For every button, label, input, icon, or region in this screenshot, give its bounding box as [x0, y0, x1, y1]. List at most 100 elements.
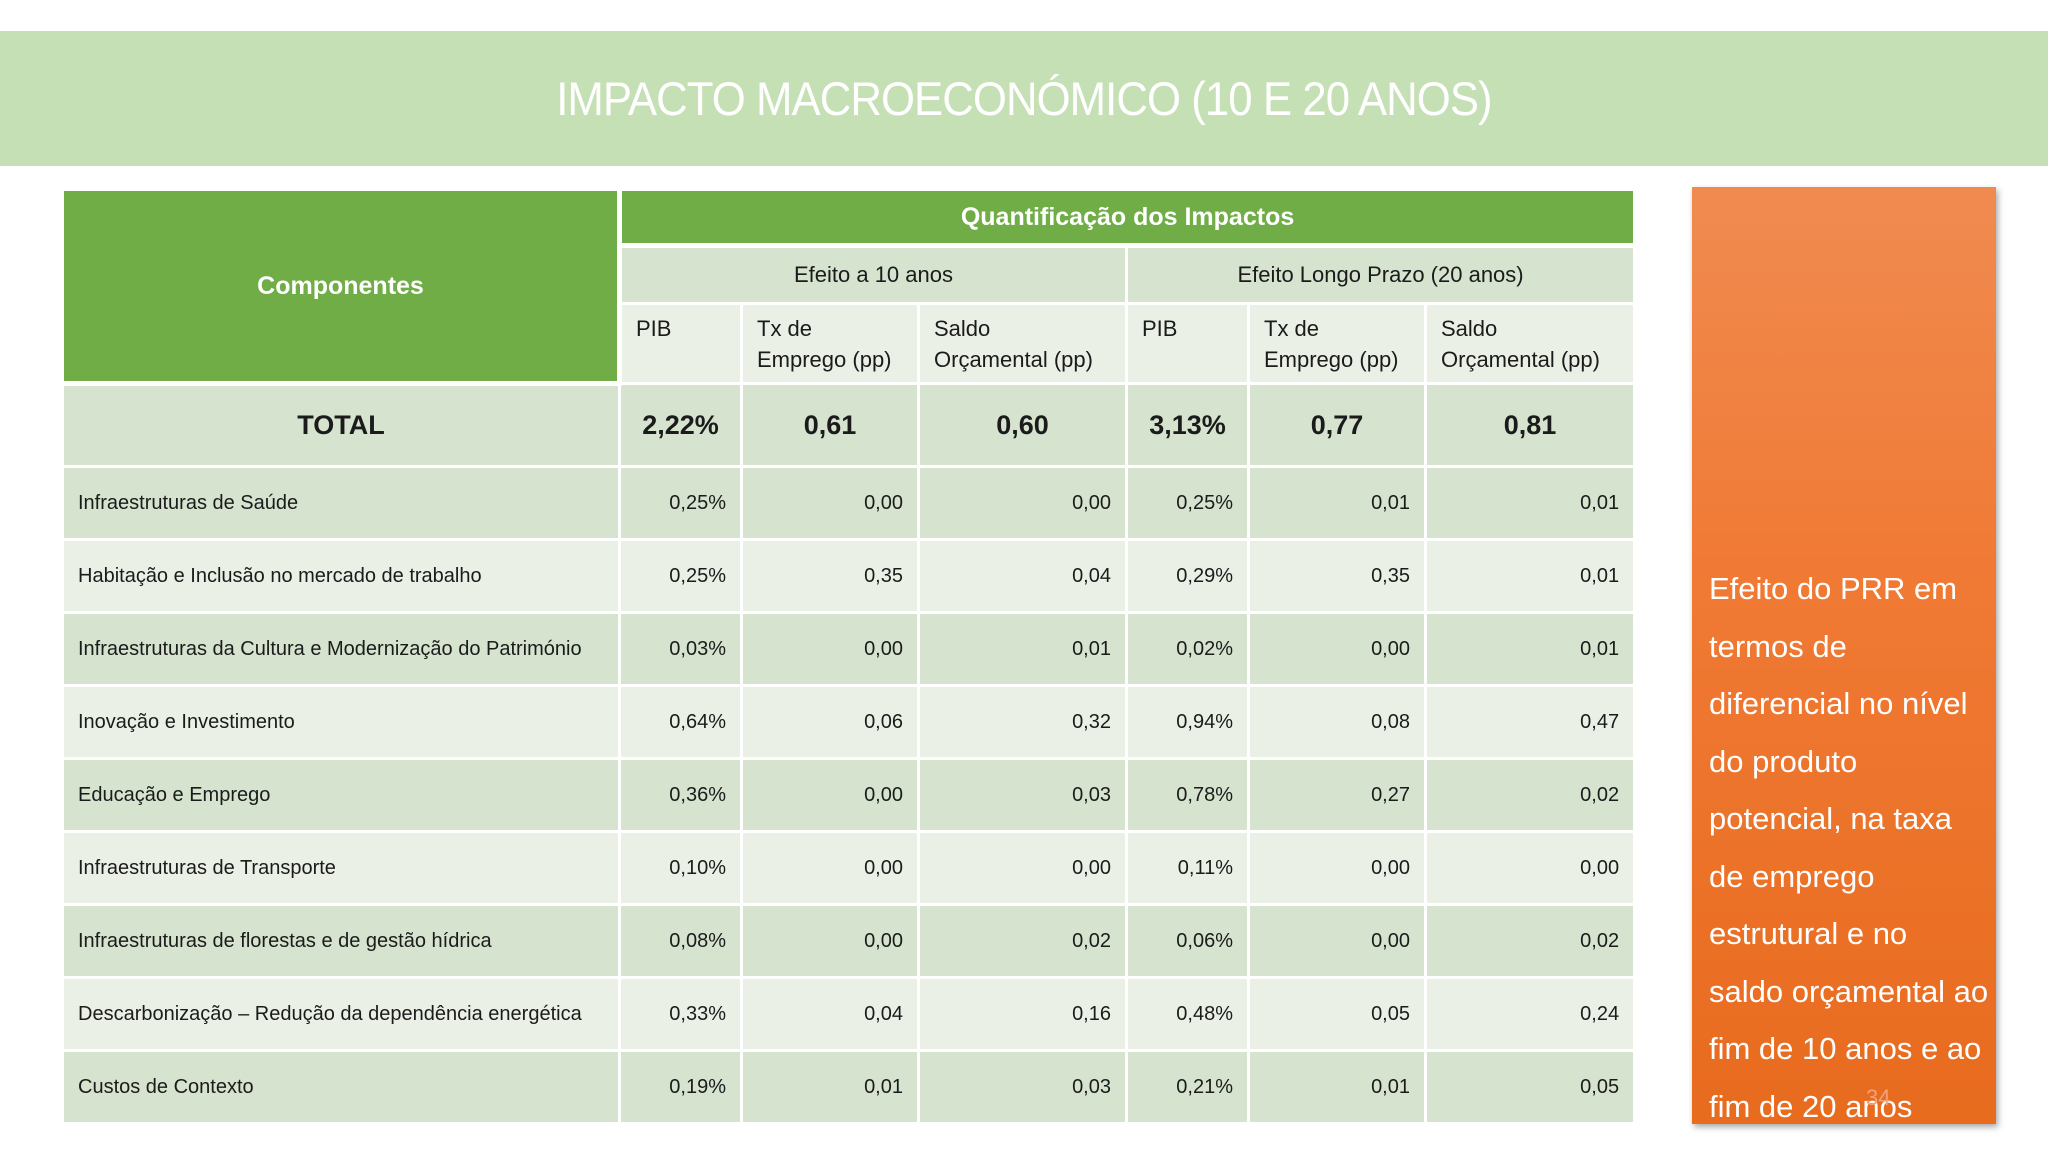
value-cell: 0,25% [618, 465, 743, 541]
value-cell: 0,32 [917, 684, 1128, 760]
table-row: Infraestruturas de Saúde 0,25% 0,00 0,00 0,2… [61, 465, 1637, 541]
side-note-text: Efeito do PRR em termos de diferencial n… [1709, 571, 1989, 1124]
value-cell: 0,35 [740, 538, 920, 614]
value-cell: 0,36% [618, 757, 743, 833]
value-cell: 0,00 [917, 465, 1128, 541]
table-row: Infraestruturas da Cultura e Modernizaçã… [61, 611, 1637, 687]
component-name: Infraestruturas de Transporte [61, 830, 621, 906]
total-value: 2,22% [618, 382, 743, 468]
value-cell: 0,01 [1423, 538, 1637, 614]
value-cell: 0,01 [1247, 1049, 1427, 1125]
value-cell: 0,00 [1247, 611, 1427, 687]
component-name: Infraestruturas da Cultura e Modernizaçã… [61, 611, 621, 687]
side-note-box: Efeito do PRR em termos de diferencial n… [1692, 187, 1996, 1124]
page-number: 34 [1866, 1085, 1891, 1110]
table-row: Educação e Emprego 0,36% 0,00 0,03 0,78% 0,27… [61, 757, 1637, 833]
value-cell: 0,00 [1247, 830, 1427, 906]
value-cell: 0,00 [1423, 830, 1637, 906]
value-cell: 0,02 [917, 903, 1128, 979]
value-cell: 0,11% [1125, 830, 1250, 906]
total-value: 0,81 [1423, 382, 1637, 468]
value-cell: 0,25% [618, 538, 743, 614]
component-name: Educação e Emprego [61, 757, 621, 833]
component-name: Habitação e Inclusão no mercado de traba… [61, 538, 621, 614]
column-header-line1: Tx de [757, 316, 813, 341]
value-cell: 0,02% [1125, 611, 1250, 687]
value-cell: 0,03 [917, 757, 1128, 833]
column-header: PIB [618, 302, 743, 385]
column-header: Tx de Emprego (pp) [740, 302, 920, 385]
column-header-line2: Orçamental (pp) [1441, 347, 1600, 372]
value-cell: 0,78% [1125, 757, 1250, 833]
total-value: 3,13% [1125, 382, 1250, 468]
value-cell: 0,00 [740, 611, 920, 687]
column-header-line2: Emprego (pp) [1264, 347, 1399, 372]
value-cell: 0,08% [618, 903, 743, 979]
value-cell: 0,00 [917, 830, 1128, 906]
column-header: Saldo Orçamental (pp) [917, 302, 1128, 385]
component-name: Inovação e Investimento [61, 684, 621, 760]
value-cell: 0,47 [1423, 684, 1637, 760]
component-name: Descarbonização – Redução da dependência… [61, 976, 621, 1052]
column-header-line1: PIB [1142, 316, 1178, 341]
value-cell: 0,02 [1423, 757, 1637, 833]
period-10-header: Efeito a 10 anos [618, 244, 1128, 305]
value-cell: 0,33% [618, 976, 743, 1052]
value-cell: 0,00 [1247, 903, 1427, 979]
value-cell: 0,06% [1125, 903, 1250, 979]
total-label: TOTAL [61, 382, 621, 468]
column-header-line1: Saldo [934, 316, 991, 341]
value-cell: 0,04 [740, 976, 920, 1052]
table-row: Custos de Contexto 0,19% 0,01 0,03 0,21% 0,01… [61, 1049, 1637, 1125]
value-cell: 0,27 [1247, 757, 1427, 833]
value-cell: 0,94% [1125, 684, 1250, 760]
value-cell: 0,01 [1247, 465, 1427, 541]
table-row: Infraestruturas de Transporte 0,10% 0,00 0,… [61, 830, 1637, 906]
column-header-line1: PIB [636, 316, 672, 341]
value-cell: 0,01 [740, 1049, 920, 1125]
table-row: Habitação e Inclusão no mercado de traba… [61, 538, 1637, 614]
component-name: Infraestruturas de Saúde [61, 465, 621, 541]
title-banner: IMPACTO MACROECONÓMICO (10 E 20 ANOS) [0, 31, 2048, 166]
value-cell: 0,02 [1423, 903, 1637, 979]
column-header-line1: Tx de [1264, 316, 1320, 341]
value-cell: 0,05 [1247, 976, 1427, 1052]
value-cell: 0,35 [1247, 538, 1427, 614]
value-cell: 0,03 [917, 1049, 1128, 1125]
value-cell: 0,10% [618, 830, 743, 906]
value-cell: 0,48% [1125, 976, 1250, 1052]
table-row: Inovação e Investimento 0,64% 0,06 0,32 0,94… [61, 684, 1637, 760]
total-row: TOTAL 2,22% 0,61 0,60 3,13% 0,77 0,81 [61, 382, 1637, 468]
value-cell: 0,06 [740, 684, 920, 760]
value-cell: 0,01 [1423, 611, 1637, 687]
value-cell: 0,03% [618, 611, 743, 687]
total-value: 0,60 [917, 382, 1128, 468]
value-cell: 0,29% [1125, 538, 1250, 614]
value-cell: 0,24 [1423, 976, 1637, 1052]
component-name: Infraestruturas de florestas e de gestão… [61, 903, 621, 979]
value-cell: 0,00 [740, 465, 920, 541]
components-header: Componentes [61, 188, 622, 386]
column-header: Saldo Orçamental (pp) [1423, 302, 1637, 385]
page-title: IMPACTO MACROECONÓMICO (10 E 20 ANOS) [556, 72, 1492, 125]
column-header-line1: Saldo [1441, 316, 1498, 341]
column-header: Tx de Emprego (pp) [1247, 302, 1427, 385]
value-cell: 0,00 [740, 830, 920, 906]
impact-table: Componentes Quantificação dos Impactos E… [61, 188, 1637, 1125]
column-header-line2: Orçamental (pp) [934, 347, 1093, 372]
value-cell: 0,04 [917, 538, 1128, 614]
period-20-header: Efeito Longo Prazo (20 anos) [1124, 244, 1637, 305]
value-cell: 0,00 [740, 757, 920, 833]
total-value: 0,61 [740, 382, 920, 468]
value-cell: 0,05 [1423, 1049, 1637, 1125]
value-cell: 0,64% [618, 684, 743, 760]
value-cell: 0,08 [1247, 684, 1427, 760]
value-cell: 0,00 [740, 903, 920, 979]
value-cell: 0,19% [618, 1049, 743, 1125]
value-cell: 0,16 [917, 976, 1128, 1052]
quantification-header: Quantificação dos Impactos [617, 188, 1637, 248]
table-row: Infraestruturas de florestas e de gestão… [61, 903, 1637, 979]
value-cell: 0,25% [1125, 465, 1250, 541]
column-header-line2: Emprego (pp) [757, 347, 892, 372]
value-cell: 0,01 [1423, 465, 1637, 541]
